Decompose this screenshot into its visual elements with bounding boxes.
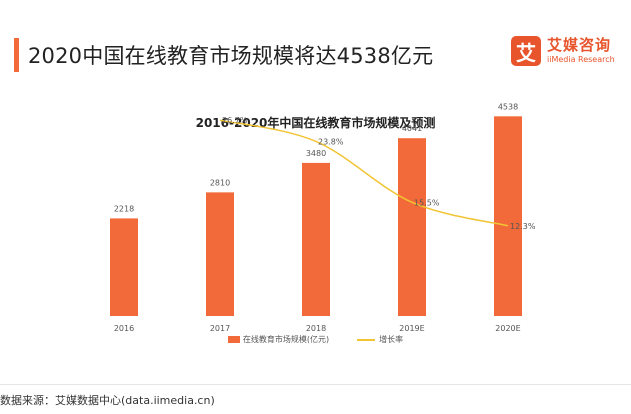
- growth-rate-label-2019E: 15.5%: [414, 198, 440, 207]
- bar-value-label-2020E: 4538: [498, 102, 518, 111]
- logo-mark-icon: 艾: [511, 36, 541, 66]
- x-tick-label-2020E: 2020E: [495, 324, 520, 333]
- footer-divider: [0, 384, 631, 385]
- logo-text: 艾媒咨询 iiMedia Research: [547, 37, 615, 65]
- logo-name-en: iiMedia Research: [547, 55, 615, 64]
- legend-label-market-size: 在线教育市场规模(亿元): [242, 335, 330, 344]
- bar-2018: [302, 162, 330, 316]
- page-title: 2020中国在线教育市场规模将达4538亿元: [28, 44, 434, 68]
- legend-label-growth-rate: 增长率: [379, 335, 404, 344]
- title-accent-bar: [14, 38, 19, 72]
- bar-2020E: [494, 116, 522, 316]
- x-tick-label-2019E: 2019E: [399, 324, 424, 333]
- source-note: 数据来源：艾媒数据中心(data.iimedia.cn): [0, 394, 215, 407]
- legend-line-swatch: [357, 338, 376, 341]
- bar-2016: [110, 218, 138, 316]
- growth-rate-label-2020E: 12.3%: [510, 222, 536, 231]
- x-tick-label-2016: 2016: [114, 324, 134, 333]
- bar-value-label-2018: 3480: [306, 149, 326, 158]
- legend-bar-swatch: [227, 336, 240, 343]
- x-tick-label-2017: 2017: [210, 324, 230, 333]
- logo-name-cn: 艾媒咨询: [547, 36, 612, 54]
- bar-value-label-2016: 2218: [114, 204, 134, 213]
- legend-item-growth-rate: 增长率: [357, 334, 403, 345]
- chart-legend: 在线教育市场规模(亿元) 增长率: [0, 334, 631, 345]
- bar-value-label-2019E: 4041: [402, 124, 422, 133]
- growth-rate-label-2017: 26.7%: [222, 116, 248, 125]
- bar-2019E: [398, 138, 426, 316]
- bar-value-label-2017: 2810: [210, 178, 230, 187]
- growth-rate-label-2018: 23.8%: [318, 137, 344, 146]
- legend-item-market-size: 在线教育市场规模(亿元): [227, 334, 330, 345]
- bar-2017: [206, 192, 234, 316]
- iimedia-logo: 艾 艾媒咨询 iiMedia Research: [511, 36, 615, 66]
- x-tick-label-2018: 2018: [306, 324, 326, 333]
- growth-rate-line: [219, 119, 509, 227]
